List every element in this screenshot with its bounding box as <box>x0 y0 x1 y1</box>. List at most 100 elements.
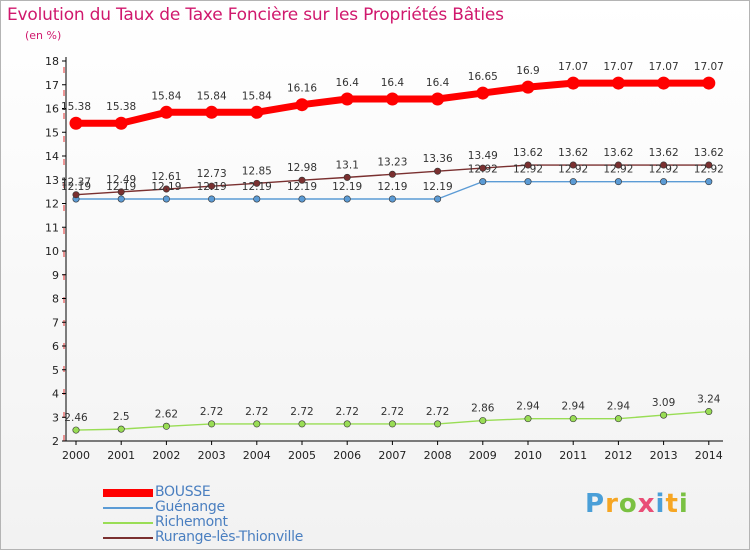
data-label-rurange-l-s-thionville: 12.85 <box>242 165 272 177</box>
data-label-gu-nange: 12.19 <box>377 181 407 193</box>
axes <box>63 57 723 442</box>
point-richemont <box>298 420 306 428</box>
point-richemont <box>343 420 351 428</box>
y-tick-label: 5 <box>52 364 59 377</box>
data-labels: 2.46 2.5 2.62 2.72 2.72 2.72 2.72 2.72 2.72 2.86 2… <box>61 61 724 424</box>
data-label-gu-nange: 12.19 <box>197 181 227 193</box>
data-label-rurange-l-s-thionville: 12.61 <box>151 171 181 183</box>
point-rurange-l-s-thionville <box>343 173 351 181</box>
point-gu-nange <box>343 195 351 203</box>
data-label-bousse: 16.4 <box>426 77 450 89</box>
y-tick-label: 3 <box>52 411 59 424</box>
x-tick-label: 2002 <box>152 449 180 462</box>
data-label-rurange-l-s-thionville: 12.73 <box>197 168 227 180</box>
data-label-rurange-l-s-thionville: 13.62 <box>649 147 679 159</box>
point-richemont <box>660 411 668 419</box>
data-label-gu-nange: 12.92 <box>694 164 724 176</box>
y-tick-label: 16 <box>45 103 59 116</box>
legend-swatch <box>103 489 153 497</box>
point-richemont <box>72 426 80 434</box>
x-tick-label: 2013 <box>650 449 678 462</box>
y-tick-label: 14 <box>45 150 59 163</box>
logo-letter: i <box>678 489 689 519</box>
point-rurange-l-s-thionville <box>524 161 532 169</box>
data-label-richemont: 2.72 <box>290 406 313 418</box>
point-bousse <box>159 105 173 119</box>
data-label-rurange-l-s-thionville: 12.98 <box>287 162 317 174</box>
legend-label: Rurange-lès-Thionville <box>155 529 304 545</box>
y-tick-label: 7 <box>52 316 59 329</box>
data-label-gu-nange: 12.19 <box>423 181 453 193</box>
data-label-bousse: 16.65 <box>468 71 498 83</box>
point-gu-nange <box>388 195 396 203</box>
x-tick-label: 2014 <box>695 449 723 462</box>
legend-item: Guénange <box>103 499 363 515</box>
data-label-bousse: 16.9 <box>516 65 539 77</box>
point-richemont <box>569 415 577 423</box>
point-rurange-l-s-thionville <box>705 161 713 169</box>
point-richemont <box>524 415 532 423</box>
x-tick-label: 2011 <box>559 449 587 462</box>
data-label-bousse: 17.07 <box>603 61 633 73</box>
legend: BOUSSE Guénange Richemont Rurange-lès-Thion… <box>103 484 363 545</box>
legend-label: Richemont <box>155 514 228 530</box>
data-label-rurange-l-s-thionville: 13.36 <box>423 153 453 165</box>
chart-title: Evolution du Taux de Taxe Foncière sur l… <box>7 5 504 25</box>
point-richemont <box>208 420 216 428</box>
y-tick-label: 8 <box>52 293 59 306</box>
point-rurange-l-s-thionville <box>434 167 442 175</box>
point-richemont <box>479 417 487 425</box>
data-label-richemont: 2.5 <box>113 411 130 423</box>
point-rurange-l-s-thionville <box>117 188 125 196</box>
series-layer <box>69 76 716 434</box>
logo-letter: r <box>605 489 619 519</box>
point-rurange-l-s-thionville <box>614 161 622 169</box>
point-rurange-l-s-thionville <box>569 161 577 169</box>
data-label-rurange-l-s-thionville: 13.1 <box>336 159 359 171</box>
legend-swatch <box>103 507 153 509</box>
point-bousse <box>611 76 625 90</box>
point-rurange-l-s-thionville <box>72 191 80 199</box>
point-gu-nange <box>162 195 170 203</box>
x-tick-label: 2003 <box>198 449 226 462</box>
data-label-richemont: 2.72 <box>200 406 223 418</box>
x-tick-label: 2007 <box>378 449 406 462</box>
data-label-richemont: 2.72 <box>426 406 449 418</box>
data-label-bousse: 15.84 <box>242 90 272 102</box>
point-bousse <box>114 116 128 130</box>
data-label-rurange-l-s-thionville: 12.37 <box>61 177 91 189</box>
data-label-rurange-l-s-thionville: 13.62 <box>558 147 588 159</box>
point-bousse <box>566 76 580 90</box>
point-rurange-l-s-thionville <box>479 164 487 172</box>
point-bousse <box>431 92 445 106</box>
x-tick-label: 2012 <box>604 449 632 462</box>
point-richemont <box>388 420 396 428</box>
y-tick-label: 15 <box>45 126 59 139</box>
point-gu-nange <box>614 178 622 186</box>
data-label-rurange-l-s-thionville: 13.62 <box>603 147 633 159</box>
data-label-bousse: 17.07 <box>694 61 724 73</box>
point-bousse <box>340 92 354 106</box>
data-label-gu-nange: 12.92 <box>558 164 588 176</box>
logo-letter: t <box>665 489 679 519</box>
data-label-gu-nange: 12.19 <box>61 181 91 193</box>
data-label-gu-nange: 12.92 <box>468 164 498 176</box>
data-label-bousse: 15.38 <box>61 101 91 113</box>
point-gu-nange <box>660 178 668 186</box>
point-gu-nange <box>705 178 713 186</box>
data-label-gu-nange: 12.19 <box>151 181 181 193</box>
data-label-rurange-l-s-thionville: 13.23 <box>377 156 407 168</box>
legend-label: BOUSSE <box>155 484 211 500</box>
data-label-richemont: 2.94 <box>562 401 586 413</box>
x-tick-label: 2006 <box>333 449 361 462</box>
point-bousse <box>385 92 399 106</box>
data-label-rurange-l-s-thionville: 13.62 <box>694 147 724 159</box>
logo-letter: P <box>585 489 606 519</box>
point-bousse <box>295 98 309 112</box>
y-tick-label: 12 <box>45 198 59 211</box>
legend-label: Guénange <box>155 499 225 515</box>
ticks: 2 3 4 5 6 7 8 9 10 11 12 13 14 15 16 17 18 2000 2001 2002 20… <box>45 55 723 462</box>
y-tick-label: 2 <box>52 435 59 448</box>
point-richemont <box>117 425 125 433</box>
